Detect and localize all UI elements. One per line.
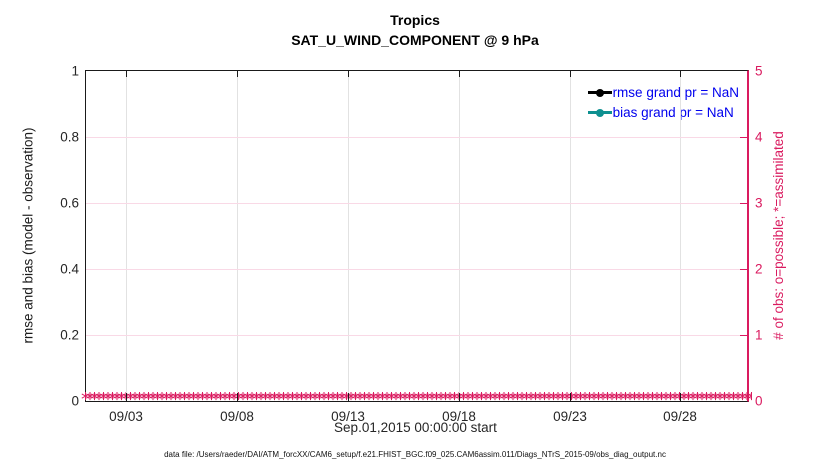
x-axis-label: Sep.01,2015 00:00:00 start [334,420,497,435]
title-block: Tropics SAT_U_WIND_COMPONENT @ 9 hPa [0,10,830,50]
right-y-axis-label: # of obs: o=possible; *=assimilated [770,130,786,340]
legend-line-sample [587,88,612,97]
left-y-axis-label: rmse and bias (model - observation) [20,126,36,344]
chart-subtitle: SAT_U_WIND_COMPONENT @ 9 hPa [291,32,539,48]
horizontal-gridline [86,269,747,270]
x-tick-mark-top [126,71,127,77]
horizontal-gridline [86,137,747,138]
left-y-tick-label: 0.4 [60,261,79,277]
right-y-tick-mark [740,335,747,336]
right-y-tick-label: 0 [755,393,763,409]
legend: rmse grand pr = NaN bias grand pr = NaN [587,83,739,122]
legend-marker-icon [595,88,604,97]
vertical-gridline [570,71,571,401]
left-y-tick-label: 0.8 [60,129,79,145]
x-tick-label: 09/18 [442,409,476,424]
right-y-tick-label: 3 [755,195,763,211]
x-tick-label: 09/28 [663,409,697,424]
plot-area: rmse grand pr = NaN bias grand pr = NaN *… [60,64,762,425]
legend-entry: rmse grand pr = NaN [587,83,739,102]
legend-label: bias grand pr = NaN [612,105,734,120]
right-y-tick-label: 2 [755,261,763,277]
vertical-gridline [237,71,238,401]
horizontal-gridline [86,203,747,204]
x-tick-mark-top [237,71,238,77]
x-tick-mark-top [680,71,681,77]
legend-marker-icon [595,108,604,117]
x-tick-mark-bottom [237,393,238,401]
right-y-tick-label: 5 [755,63,763,79]
right-y-tick-label: 1 [755,327,763,343]
right-y-tick-mark [740,137,747,138]
vertical-gridline [126,71,127,401]
vertical-gridline [680,71,681,401]
vertical-gridline [459,71,460,401]
x-tick-mark-bottom [348,393,349,401]
legend-entry: bias grand pr = NaN [587,103,734,122]
right-y-tick-mark [740,269,747,270]
left-y-axis-label-wrap: rmse and bias (model - observation) [6,70,50,400]
left-y-tick-label: 0 [71,393,79,409]
obs-count-marker-ribbon: ****************************************… [81,391,752,410]
x-tick-mark-bottom [126,393,127,401]
left-y-tick-label: 1 [71,63,79,79]
legend-line-sample [587,108,612,117]
x-tick-label: 09/23 [553,409,587,424]
horizontal-gridline [86,335,747,336]
x-tick-mark-top [570,71,571,77]
x-tick-label: 09/13 [331,409,365,424]
x-tick-mark-bottom [570,393,571,401]
right-y-tick-label: 4 [755,129,763,145]
x-tick-mark-bottom [459,393,460,401]
x-tick-mark-top [459,71,460,77]
x-tick-label: 09/08 [220,409,254,424]
x-tick-mark-top [348,71,349,77]
chart-title: Tropics [390,12,440,28]
left-y-tick-label: 0.2 [60,327,79,343]
x-tick-mark-bottom [680,393,681,401]
right-y-axis-label-wrap: # of obs: o=possible; *=assimilated [756,70,800,400]
x-tick-label: 09/03 [109,409,143,424]
left-y-tick-label: 0.6 [60,195,79,211]
right-y-tick-mark [740,203,747,204]
data-file-caption: data file: /Users/raeder/DAI/ATM_forcXX/… [164,450,666,459]
legend-label: rmse grand pr = NaN [612,85,739,100]
vertical-gridline [348,71,349,401]
